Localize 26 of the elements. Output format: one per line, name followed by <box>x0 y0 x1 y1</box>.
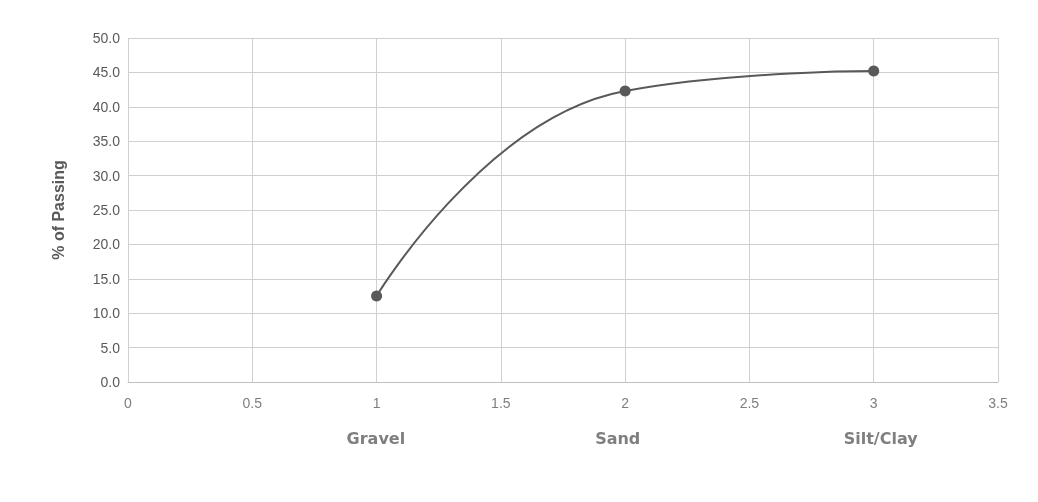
text: Silt/Clay <box>843 428 919 448</box>
y-tick-label: 50.0 <box>92 30 121 46</box>
y-tick-label: 40.0 <box>92 98 121 115</box>
y-tick-label: 35.0 <box>92 133 121 150</box>
y-tick-label: 5.0 <box>100 339 121 356</box>
y-tick-label: 20.0 <box>92 236 121 253</box>
x-tick-label: 3.5 <box>988 395 1008 411</box>
x-tick-label: 1.5 <box>491 395 511 411</box>
text: Gravel <box>346 428 406 448</box>
y-tick-label: 15.0 <box>92 270 121 287</box>
text: Sand <box>595 428 641 448</box>
x-tick-label: 0 <box>124 395 133 411</box>
y-tick-label: 45.0 <box>92 64 121 81</box>
y-axis-title: % of Passing <box>49 160 67 260</box>
point <box>868 65 880 77</box>
x-tick-label: 0.5 <box>242 395 263 411</box>
x-tick-label: 2 <box>621 395 630 411</box>
point <box>619 85 631 97</box>
x-tick-label: 1 <box>372 395 381 411</box>
y-tick-label: 0.0 <box>100 374 121 390</box>
y-tick-label: 10.0 <box>92 305 121 322</box>
x-tick-label: 2.5 <box>739 395 760 411</box>
x-tick-label: 3 <box>869 395 878 411</box>
point <box>371 290 383 302</box>
y-tick-label: 30.0 <box>92 167 121 184</box>
y-tick-label: 25.0 <box>92 202 121 218</box>
